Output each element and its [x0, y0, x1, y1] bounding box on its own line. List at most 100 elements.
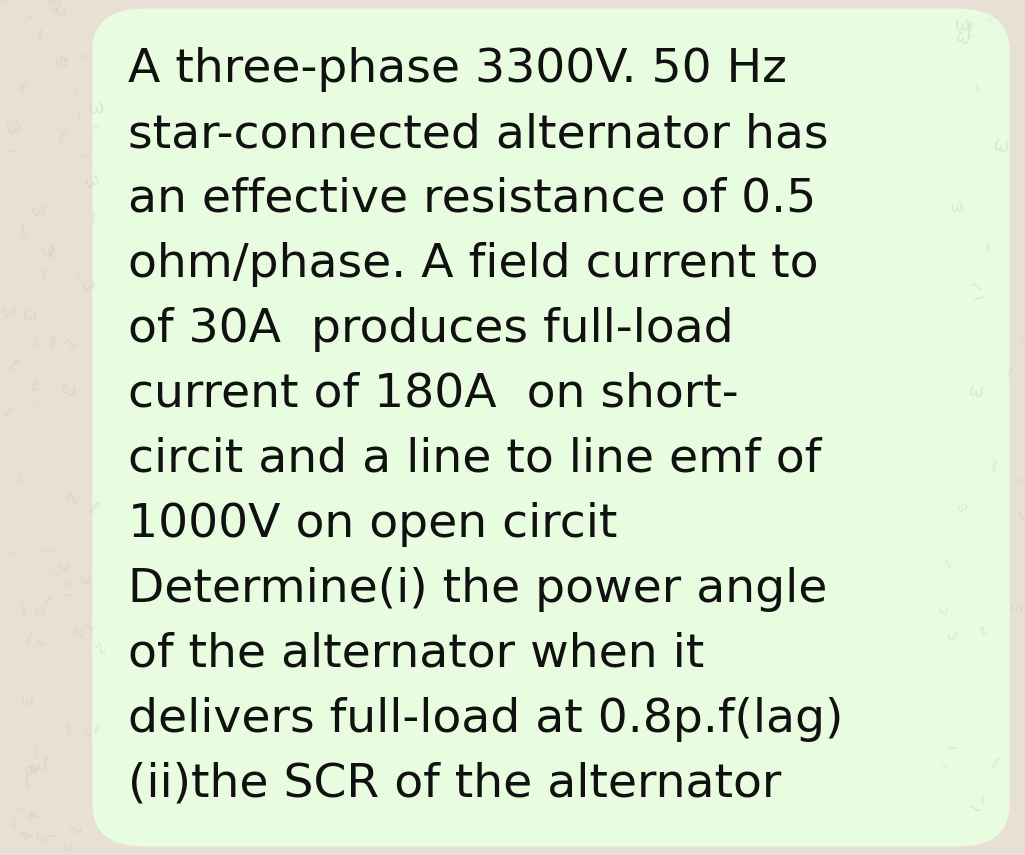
Text: ℓ: ℓ [47, 247, 56, 263]
Text: ~: ~ [11, 228, 30, 249]
Text: ω: ω [953, 15, 971, 35]
Text: ℓ: ℓ [88, 211, 97, 227]
Text: Determine(i) the power angle: Determine(i) the power angle [128, 567, 827, 612]
Text: ~: ~ [23, 7, 40, 26]
Text: ~: ~ [23, 758, 40, 779]
Text: ~: ~ [57, 584, 78, 606]
Text: ~: ~ [1019, 805, 1025, 825]
Text: ~: ~ [89, 120, 104, 136]
Text: ~: ~ [0, 0, 12, 9]
Text: A three-phase 3300V. 50 Hz: A three-phase 3300V. 50 Hz [128, 47, 787, 92]
Text: ℓ: ℓ [978, 795, 986, 809]
Text: ω: ω [19, 304, 40, 327]
Text: ω: ω [954, 499, 970, 516]
Text: ~: ~ [3, 547, 18, 563]
Text: ℓ: ℓ [24, 807, 36, 823]
Text: ∿: ∿ [27, 336, 42, 353]
Text: ω: ω [33, 603, 46, 618]
Text: ω: ω [949, 198, 966, 216]
Text: ω: ω [22, 693, 35, 709]
Text: ω: ω [53, 4, 66, 20]
Text: ∿: ∿ [34, 635, 48, 651]
Text: ℓ: ℓ [40, 594, 51, 609]
Text: ℓ: ℓ [32, 745, 41, 761]
Text: ω: ω [30, 200, 48, 221]
Text: ω: ω [87, 97, 105, 117]
Text: ∿: ∿ [78, 725, 93, 741]
Text: ∿: ∿ [73, 272, 85, 285]
Text: ℓ: ℓ [76, 109, 81, 122]
Text: (ii)the SCR of the alternator: (ii)the SCR of the alternator [128, 762, 781, 807]
Text: ω: ω [79, 572, 92, 587]
Text: ∿: ∿ [66, 819, 86, 841]
Text: ∿: ∿ [62, 578, 73, 592]
Text: star-connected alternator has: star-connected alternator has [128, 112, 828, 157]
FancyBboxPatch shape [92, 9, 1010, 846]
Text: ω: ω [62, 840, 73, 853]
Text: ℓ: ℓ [87, 498, 101, 519]
Text: current of 180A  on short-: current of 180A on short- [128, 372, 739, 417]
Text: ω: ω [952, 27, 974, 50]
Text: ℓ: ℓ [35, 27, 44, 46]
Text: ~: ~ [28, 380, 45, 398]
Text: ℓ: ℓ [966, 21, 975, 41]
Text: ω: ω [0, 302, 17, 322]
Text: ~: ~ [33, 69, 45, 83]
Text: ohm/phase. A field current to: ohm/phase. A field current to [128, 242, 819, 287]
Text: ω: ω [3, 115, 25, 139]
Text: ∿: ∿ [56, 50, 70, 66]
Text: ℓ: ℓ [17, 80, 28, 95]
Text: circit and a line to line emf of: circit and a line to line emf of [128, 437, 821, 482]
Text: ~: ~ [15, 824, 35, 846]
Text: ω: ω [1008, 598, 1025, 618]
Text: ∿: ∿ [82, 620, 95, 635]
Text: ℓ: ℓ [41, 755, 50, 774]
Text: ℓ: ℓ [29, 379, 38, 394]
Text: ℓ: ℓ [74, 86, 79, 96]
Text: ω: ω [23, 759, 40, 778]
Text: ~: ~ [969, 287, 989, 309]
Text: ~: ~ [47, 567, 60, 582]
Text: ω: ω [45, 0, 64, 15]
Text: ω: ω [1017, 334, 1025, 352]
Text: ~: ~ [0, 140, 19, 162]
Text: ∿: ∿ [78, 49, 89, 62]
Text: 1000V on open circit: 1000V on open circit [128, 502, 617, 547]
Text: ω: ω [1016, 503, 1025, 526]
Text: ℓ: ℓ [1004, 367, 1012, 380]
Text: ω: ω [55, 55, 69, 70]
Text: ω: ω [944, 627, 961, 644]
Text: ∿: ∿ [4, 0, 27, 9]
Text: ~: ~ [1012, 471, 1025, 492]
Text: ω: ω [990, 134, 1012, 157]
Text: ω: ω [57, 559, 72, 575]
Text: ~: ~ [1024, 517, 1025, 539]
Text: ℓ: ℓ [983, 240, 991, 255]
Text: ℓ: ℓ [24, 631, 33, 647]
Text: ℓ: ℓ [56, 127, 69, 146]
Text: an effective resistance of 0.5: an effective resistance of 0.5 [128, 177, 816, 222]
Text: ω: ω [28, 759, 41, 775]
Text: ~: ~ [42, 824, 63, 847]
Text: ℓ: ℓ [10, 816, 17, 831]
Text: ~: ~ [27, 807, 44, 828]
Text: ~: ~ [962, 798, 985, 822]
Text: ~: ~ [75, 146, 93, 165]
Text: ~: ~ [10, 801, 28, 819]
Text: ω: ω [79, 275, 98, 295]
Text: ω: ω [82, 169, 104, 192]
Text: ∿: ∿ [943, 557, 953, 571]
Text: ∿: ∿ [973, 622, 991, 641]
Text: ω: ω [41, 0, 60, 9]
Text: delivers full-load at 0.8p.f(lag): delivers full-load at 0.8p.f(lag) [128, 697, 844, 742]
Text: ∿: ∿ [65, 489, 81, 510]
Text: ℓ: ℓ [22, 774, 35, 793]
Text: ω: ω [34, 830, 46, 845]
Text: ω: ω [937, 604, 948, 618]
Text: ℓ: ℓ [990, 756, 999, 771]
Text: ~: ~ [40, 544, 53, 558]
Text: ∿: ∿ [939, 760, 950, 771]
Text: ℓ: ℓ [47, 333, 58, 352]
Text: ℓ: ℓ [17, 601, 31, 621]
Text: ℓ: ℓ [65, 722, 74, 739]
